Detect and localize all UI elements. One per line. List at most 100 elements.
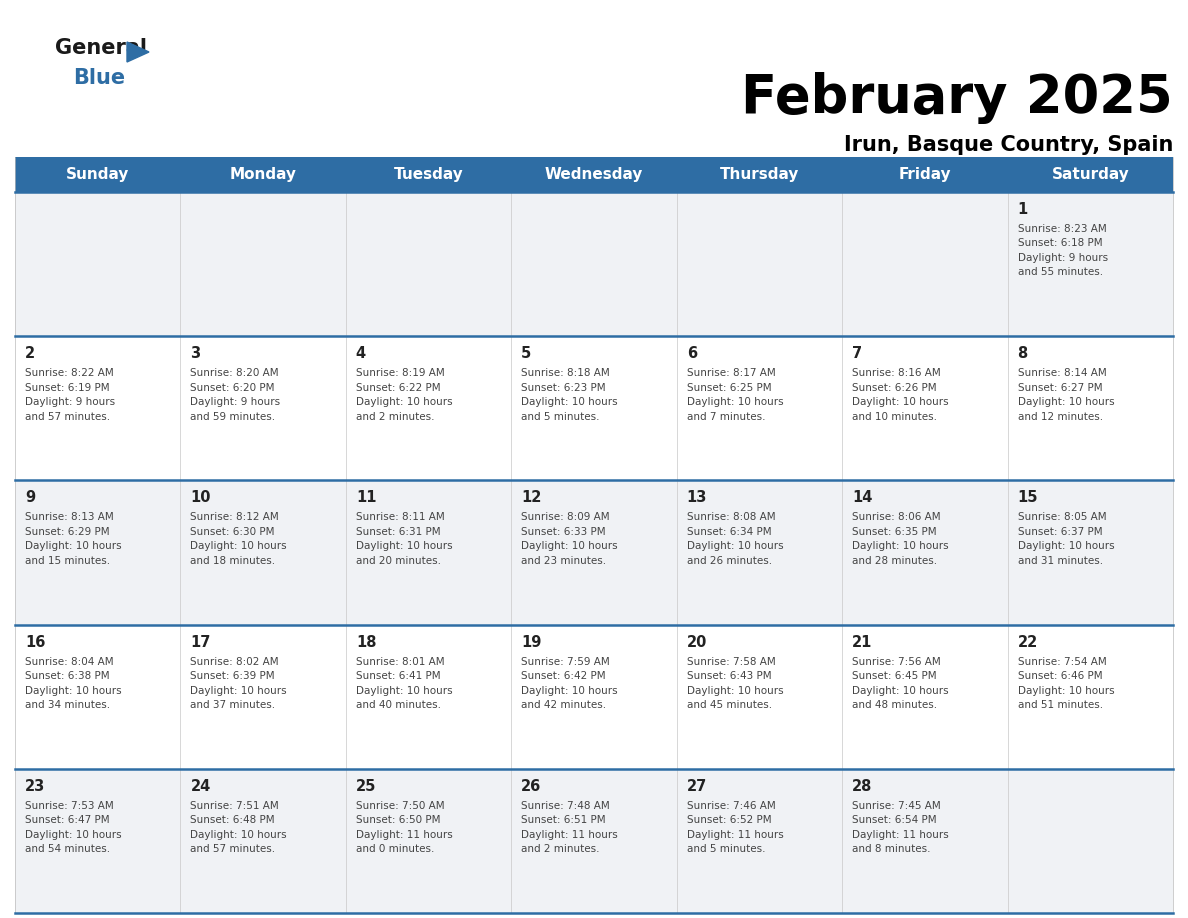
- Text: Sunrise: 7:46 AM: Sunrise: 7:46 AM: [687, 800, 776, 811]
- Text: Sunrise: 8:02 AM: Sunrise: 8:02 AM: [190, 656, 279, 666]
- Text: and 5 minutes.: and 5 minutes.: [522, 411, 600, 421]
- Text: Sunset: 6:31 PM: Sunset: 6:31 PM: [356, 527, 441, 537]
- Text: Sunrise: 8:14 AM: Sunrise: 8:14 AM: [1018, 368, 1106, 378]
- Text: 3: 3: [190, 346, 201, 361]
- Text: February 2025: February 2025: [741, 72, 1173, 124]
- Text: and 15 minutes.: and 15 minutes.: [25, 556, 110, 565]
- Text: Daylight: 10 hours: Daylight: 10 hours: [522, 686, 618, 696]
- Polygon shape: [127, 42, 148, 62]
- Text: Sunrise: 8:01 AM: Sunrise: 8:01 AM: [356, 656, 444, 666]
- Text: Sunrise: 7:58 AM: Sunrise: 7:58 AM: [687, 656, 776, 666]
- Text: and 42 minutes.: and 42 minutes.: [522, 700, 606, 711]
- Text: 18: 18: [356, 634, 377, 650]
- Text: and 5 minutes.: and 5 minutes.: [687, 845, 765, 855]
- Text: Sunrise: 7:54 AM: Sunrise: 7:54 AM: [1018, 656, 1106, 666]
- Text: and 23 minutes.: and 23 minutes.: [522, 556, 606, 565]
- Bar: [15, 624, 1173, 768]
- Text: Daylight: 10 hours: Daylight: 10 hours: [687, 686, 783, 696]
- Text: Sunrise: 8:23 AM: Sunrise: 8:23 AM: [1018, 224, 1106, 234]
- Text: 20: 20: [687, 634, 707, 650]
- Text: Daylight: 10 hours: Daylight: 10 hours: [522, 542, 618, 552]
- Text: Sunset: 6:38 PM: Sunset: 6:38 PM: [25, 671, 109, 681]
- Text: Sunrise: 8:11 AM: Sunrise: 8:11 AM: [356, 512, 444, 522]
- Text: Sunrise: 8:06 AM: Sunrise: 8:06 AM: [852, 512, 941, 522]
- Text: Daylight: 10 hours: Daylight: 10 hours: [25, 830, 121, 840]
- Text: and 20 minutes.: and 20 minutes.: [356, 556, 441, 565]
- Text: 22: 22: [1018, 634, 1038, 650]
- Text: 27: 27: [687, 778, 707, 794]
- Text: Daylight: 10 hours: Daylight: 10 hours: [852, 397, 949, 408]
- Text: Sunset: 6:30 PM: Sunset: 6:30 PM: [190, 527, 274, 537]
- Text: Sunset: 6:29 PM: Sunset: 6:29 PM: [25, 527, 109, 537]
- Text: Daylight: 10 hours: Daylight: 10 hours: [1018, 542, 1114, 552]
- Text: Sunset: 6:42 PM: Sunset: 6:42 PM: [522, 671, 606, 681]
- Text: Tuesday: Tuesday: [393, 167, 463, 182]
- Text: 10: 10: [190, 490, 211, 506]
- Text: and 0 minutes.: and 0 minutes.: [356, 845, 435, 855]
- Text: and 45 minutes.: and 45 minutes.: [687, 700, 772, 711]
- Bar: [15, 480, 1173, 624]
- Text: Daylight: 11 hours: Daylight: 11 hours: [356, 830, 453, 840]
- Text: 21: 21: [852, 634, 872, 650]
- Text: 14: 14: [852, 490, 872, 506]
- Text: and 7 minutes.: and 7 minutes.: [687, 411, 765, 421]
- Text: Sunrise: 7:50 AM: Sunrise: 7:50 AM: [356, 800, 444, 811]
- Text: Sunset: 6:48 PM: Sunset: 6:48 PM: [190, 815, 276, 825]
- Text: Daylight: 10 hours: Daylight: 10 hours: [356, 542, 453, 552]
- Text: Sunrise: 8:04 AM: Sunrise: 8:04 AM: [25, 656, 114, 666]
- Text: General: General: [55, 38, 147, 58]
- Text: 25: 25: [356, 778, 377, 794]
- Text: 2: 2: [25, 346, 36, 361]
- Text: Sunrise: 8:09 AM: Sunrise: 8:09 AM: [522, 512, 609, 522]
- Text: Monday: Monday: [229, 167, 297, 182]
- Text: Sunset: 6:34 PM: Sunset: 6:34 PM: [687, 527, 771, 537]
- Text: Daylight: 10 hours: Daylight: 10 hours: [25, 686, 121, 696]
- Text: Daylight: 10 hours: Daylight: 10 hours: [852, 542, 949, 552]
- Text: Sunset: 6:46 PM: Sunset: 6:46 PM: [1018, 671, 1102, 681]
- Text: Sunset: 6:26 PM: Sunset: 6:26 PM: [852, 383, 937, 393]
- Text: Sunrise: 7:59 AM: Sunrise: 7:59 AM: [522, 656, 609, 666]
- Text: Friday: Friday: [898, 167, 952, 182]
- Text: 13: 13: [687, 490, 707, 506]
- Text: Sunset: 6:45 PM: Sunset: 6:45 PM: [852, 671, 937, 681]
- Text: Sunrise: 8:22 AM: Sunrise: 8:22 AM: [25, 368, 114, 378]
- Text: Sunset: 6:23 PM: Sunset: 6:23 PM: [522, 383, 606, 393]
- Text: Sunset: 6:37 PM: Sunset: 6:37 PM: [1018, 527, 1102, 537]
- Text: Sunset: 6:33 PM: Sunset: 6:33 PM: [522, 527, 606, 537]
- Text: 12: 12: [522, 490, 542, 506]
- Text: Daylight: 10 hours: Daylight: 10 hours: [190, 830, 287, 840]
- Text: and 31 minutes.: and 31 minutes.: [1018, 556, 1102, 565]
- Text: Daylight: 9 hours: Daylight: 9 hours: [190, 397, 280, 408]
- Text: and 34 minutes.: and 34 minutes.: [25, 700, 110, 711]
- Text: Saturday: Saturday: [1051, 167, 1129, 182]
- Bar: [15, 157, 1173, 192]
- Text: and 40 minutes.: and 40 minutes.: [356, 700, 441, 711]
- Text: 9: 9: [25, 490, 36, 506]
- Text: Daylight: 9 hours: Daylight: 9 hours: [25, 397, 115, 408]
- Text: Sunrise: 8:12 AM: Sunrise: 8:12 AM: [190, 512, 279, 522]
- Text: and 51 minutes.: and 51 minutes.: [1018, 700, 1102, 711]
- Text: 26: 26: [522, 778, 542, 794]
- Text: Daylight: 11 hours: Daylight: 11 hours: [852, 830, 949, 840]
- Text: Sunrise: 7:45 AM: Sunrise: 7:45 AM: [852, 800, 941, 811]
- Text: and 18 minutes.: and 18 minutes.: [190, 556, 276, 565]
- Text: Sunrise: 8:16 AM: Sunrise: 8:16 AM: [852, 368, 941, 378]
- Text: Sunset: 6:39 PM: Sunset: 6:39 PM: [190, 671, 276, 681]
- Text: Daylight: 9 hours: Daylight: 9 hours: [1018, 253, 1107, 263]
- Text: Wednesday: Wednesday: [545, 167, 643, 182]
- Text: and 55 minutes.: and 55 minutes.: [1018, 267, 1102, 277]
- Text: and 12 minutes.: and 12 minutes.: [1018, 411, 1102, 421]
- Text: Sunset: 6:41 PM: Sunset: 6:41 PM: [356, 671, 441, 681]
- Text: and 59 minutes.: and 59 minutes.: [190, 411, 276, 421]
- Text: 4: 4: [356, 346, 366, 361]
- Text: Sunset: 6:19 PM: Sunset: 6:19 PM: [25, 383, 109, 393]
- Text: Daylight: 10 hours: Daylight: 10 hours: [356, 397, 453, 408]
- Text: Daylight: 10 hours: Daylight: 10 hours: [1018, 397, 1114, 408]
- Text: 24: 24: [190, 778, 210, 794]
- Text: Sunrise: 8:19 AM: Sunrise: 8:19 AM: [356, 368, 444, 378]
- Text: Sunrise: 8:18 AM: Sunrise: 8:18 AM: [522, 368, 609, 378]
- Text: Sunrise: 7:53 AM: Sunrise: 7:53 AM: [25, 800, 114, 811]
- Text: Sunset: 6:18 PM: Sunset: 6:18 PM: [1018, 239, 1102, 249]
- Text: Sunset: 6:47 PM: Sunset: 6:47 PM: [25, 815, 109, 825]
- Text: Sunset: 6:25 PM: Sunset: 6:25 PM: [687, 383, 771, 393]
